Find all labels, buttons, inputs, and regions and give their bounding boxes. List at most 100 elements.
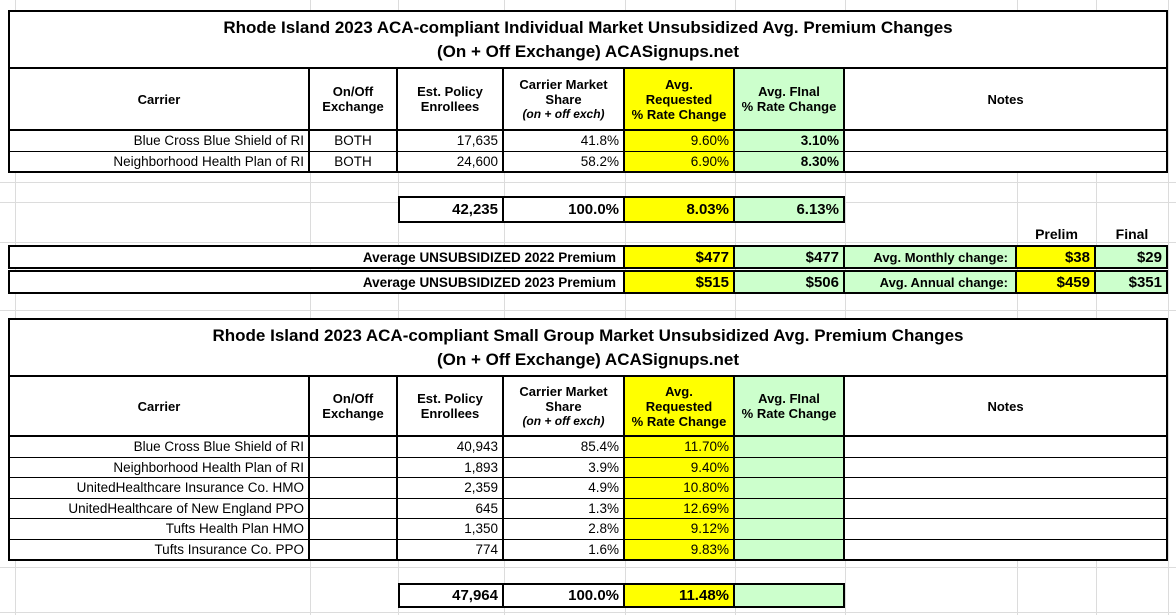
premium-row-label[interactable]: Average UNSUBSIDIZED 2023 Premium: [10, 272, 625, 292]
carrier-cell[interactable]: Blue Cross Blue Shield of RI: [10, 437, 310, 457]
table1-header-carrier[interactable]: Carrier: [10, 69, 310, 129]
notes-cell[interactable]: [845, 458, 1166, 478]
market-share-cell[interactable]: 1.6%: [504, 539, 625, 559]
table2-header-market-share[interactable]: Carrier Market Share (on + off exch): [504, 377, 625, 435]
header-label: % Rate Change: [741, 99, 837, 114]
avg-requested-cell[interactable]: 9.83%: [625, 539, 735, 559]
avg-requested-cell[interactable]: 12.69%: [625, 498, 735, 518]
notes-cell[interactable]: [845, 519, 1166, 539]
annual-change-prelim-cell[interactable]: $459: [1017, 272, 1096, 292]
market-share-cell[interactable]: 2.8%: [504, 519, 625, 539]
market-share-cell[interactable]: 4.9%: [504, 478, 625, 498]
notes-cell[interactable]: [845, 131, 1166, 151]
notes-cell[interactable]: [845, 478, 1166, 498]
market-share-cell[interactable]: 58.2%: [504, 151, 625, 171]
exchange-cell[interactable]: [310, 498, 398, 518]
total-final-cell[interactable]: 6.13%: [735, 198, 843, 221]
total-share-cell[interactable]: 100.0%: [504, 585, 625, 606]
avg-final-cell[interactable]: [735, 437, 845, 457]
carrier-cell[interactable]: Tufts Health Plan HMO: [10, 519, 310, 539]
total-requested-cell[interactable]: 8.03%: [625, 198, 735, 221]
market-share-cell[interactable]: 85.4%: [504, 437, 625, 457]
avg-final-cell[interactable]: [735, 478, 845, 498]
total-enrollees-cell[interactable]: 47,964: [400, 585, 504, 606]
table1-header-exchange[interactable]: On/Off Exchange: [310, 69, 398, 129]
table1-header-enrollees[interactable]: Est. Policy Enrollees: [398, 69, 504, 129]
exchange-cell[interactable]: [310, 478, 398, 498]
prelim-column-header[interactable]: Prelim: [1035, 226, 1078, 242]
premium-final-cell[interactable]: $477: [735, 247, 845, 267]
annual-change-label[interactable]: Avg. Annual change:: [845, 272, 1017, 292]
enrollees-cell[interactable]: 774: [398, 539, 504, 559]
market-share-cell[interactable]: 1.3%: [504, 498, 625, 518]
avg-final-cell[interactable]: [735, 498, 845, 518]
exchange-cell[interactable]: BOTH: [310, 131, 398, 151]
enrollees-cell[interactable]: 1,350: [398, 519, 504, 539]
header-label: Exchange: [322, 99, 384, 114]
carrier-cell[interactable]: Blue Cross Blue Shield of RI: [10, 131, 310, 151]
avg-requested-cell[interactable]: 10.80%: [625, 478, 735, 498]
table-row: Tufts Insurance Co. PPO 774 1.6% 9.83%: [10, 539, 1166, 560]
total-enrollees-cell[interactable]: 42,235: [400, 198, 504, 221]
table2-header-exchange[interactable]: On/Off Exchange: [310, 377, 398, 435]
final-column-header[interactable]: Final: [1115, 226, 1149, 242]
avg-requested-cell[interactable]: 6.90%: [625, 151, 735, 171]
enrollees-cell[interactable]: 40,943: [398, 437, 504, 457]
premium-final-cell[interactable]: $506: [735, 272, 845, 292]
exchange-cell[interactable]: [310, 437, 398, 457]
enrollees-cell[interactable]: 1,893: [398, 457, 504, 477]
total-share-cell[interactable]: 100.0%: [504, 198, 625, 221]
carrier-cell[interactable]: Neighborhood Health Plan of RI: [10, 457, 310, 477]
table2-header-avg-final[interactable]: Avg. FInal % Rate Change: [735, 377, 845, 435]
premium-requested-cell[interactable]: $515: [625, 272, 735, 292]
avg-requested-cell[interactable]: 9.12%: [625, 519, 735, 539]
carrier-cell[interactable]: UnitedHealthcare Insurance Co. HMO: [10, 478, 310, 498]
table1-header-notes[interactable]: Notes: [845, 69, 1166, 129]
notes-cell[interactable]: [845, 499, 1166, 519]
avg-requested-cell[interactable]: 9.60%: [625, 131, 735, 151]
avg-final-cell[interactable]: [735, 539, 845, 559]
table1-header-avg-requested[interactable]: Avg. Requested % Rate Change: [625, 69, 735, 129]
table2-title-cell[interactable]: Rhode Island 2023 ACA-compliant Small Gr…: [8, 318, 1168, 377]
monthly-change-final-cell[interactable]: $29: [1096, 247, 1166, 267]
premium-row-label[interactable]: Average UNSUBSIDIZED 2022 Premium: [10, 247, 625, 267]
monthly-change-prelim-cell[interactable]: $38: [1017, 247, 1096, 267]
avg-final-cell[interactable]: [735, 457, 845, 477]
carrier-cell[interactable]: UnitedHealthcare of New England PPO: [10, 498, 310, 518]
avg-final-cell[interactable]: [735, 519, 845, 539]
notes-cell[interactable]: [845, 540, 1166, 560]
avg-final-cell[interactable]: 8.30%: [735, 151, 845, 171]
gridline: [1096, 0, 1097, 615]
exchange-cell[interactable]: [310, 457, 398, 477]
carrier-cell[interactable]: Neighborhood Health Plan of RI: [10, 151, 310, 171]
table1-title-cell[interactable]: Rhode Island 2023 ACA-compliant Individu…: [8, 10, 1168, 69]
exchange-cell[interactable]: BOTH: [310, 151, 398, 171]
exchange-cell[interactable]: [310, 519, 398, 539]
monthly-change-label[interactable]: Avg. Monthly change:: [845, 247, 1017, 267]
table2-header-enrollees[interactable]: Est. Policy Enrollees: [398, 377, 504, 435]
table2-header-notes[interactable]: Notes: [845, 377, 1166, 435]
notes-cell[interactable]: [845, 152, 1166, 172]
enrollees-cell[interactable]: 17,635: [398, 131, 504, 151]
notes-cell[interactable]: [845, 437, 1166, 457]
avg-final-cell[interactable]: 3.10%: [735, 131, 845, 151]
table2-header-avg-requested[interactable]: Avg. Requested % Rate Change: [625, 377, 735, 435]
enrollees-cell[interactable]: 645: [398, 498, 504, 518]
enrollees-cell[interactable]: 2,359: [398, 478, 504, 498]
total-final-cell[interactable]: [735, 585, 843, 606]
table-row: Tufts Health Plan HMO 1,350 2.8% 9.12%: [10, 519, 1166, 540]
table1-header-avg-final[interactable]: Avg. FInal % Rate Change: [735, 69, 845, 129]
table2-title-line2: (On + Off Exchange) ACASignups.net: [436, 349, 740, 369]
carrier-cell[interactable]: Tufts Insurance Co. PPO: [10, 539, 310, 559]
table1-header-market-share[interactable]: Carrier Market Share (on + off exch): [504, 69, 625, 129]
avg-requested-cell[interactable]: 9.40%: [625, 457, 735, 477]
total-requested-cell[interactable]: 11.48%: [625, 585, 735, 606]
enrollees-cell[interactable]: 24,600: [398, 151, 504, 171]
market-share-cell[interactable]: 41.8%: [504, 131, 625, 151]
table2-header-carrier[interactable]: Carrier: [10, 377, 310, 435]
market-share-cell[interactable]: 3.9%: [504, 457, 625, 477]
premium-requested-cell[interactable]: $477: [625, 247, 735, 267]
exchange-cell[interactable]: [310, 539, 398, 559]
avg-requested-cell[interactable]: 11.70%: [625, 437, 735, 457]
annual-change-final-cell[interactable]: $351: [1096, 272, 1166, 292]
